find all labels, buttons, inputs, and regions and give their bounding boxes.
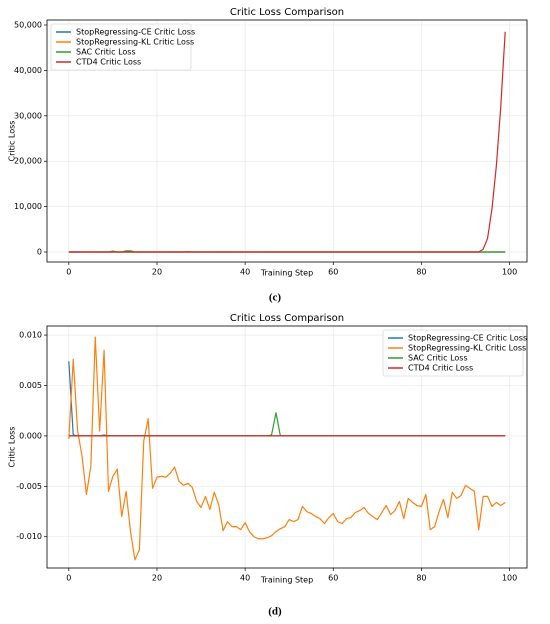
y-tick-label: 0.010 [19, 331, 42, 340]
series-line [68, 31, 506, 253]
y-tick-label: 50,000 [14, 20, 42, 29]
legend-label: StopRegressing-CE Critic Loss [408, 334, 527, 343]
x-axis-label: Training Step [260, 576, 313, 585]
legend-box [50, 23, 192, 71]
x-axis-label: Training Step [260, 269, 313, 278]
x-tick-label: 20 [152, 574, 162, 583]
y-tick-label: 0.000 [19, 431, 42, 440]
legend-label: CTD4 Critic Loss [408, 364, 473, 373]
x-tick-label: 100 [502, 268, 517, 277]
plot-frame [46, 325, 528, 569]
x-tick-label: 40 [240, 574, 250, 583]
chart-title: Critic Loss Comparison [230, 313, 344, 324]
y-tick-label: 20,000 [14, 157, 42, 166]
legend-box [382, 329, 524, 377]
x-tick-label: 40 [240, 268, 250, 277]
x-tick-label: 20 [152, 268, 162, 277]
y-tick-label: -0.010 [16, 532, 42, 541]
x-tick-label: 80 [416, 574, 426, 583]
plot-frame [46, 19, 528, 263]
x-tick-label: 100 [502, 574, 517, 583]
x-tick-label: 0 [66, 574, 71, 583]
x-tick-label: 60 [328, 268, 338, 277]
x-tick-label: 80 [416, 268, 426, 277]
y-tick-label: 10,000 [14, 202, 42, 211]
legend-label: CTD4 Critic Loss [76, 58, 141, 67]
y-tick-label: -0.005 [16, 482, 42, 491]
legend-label: SAC Critic Loss [76, 48, 136, 57]
series-line [68, 412, 506, 437]
y-tick-label: 0.005 [19, 381, 42, 390]
y-tick-label: 30,000 [14, 111, 42, 120]
y-tick-label: 0 [37, 248, 42, 257]
y-tick-label: 40,000 [14, 66, 42, 75]
legend-label: StopRegressing-CE Critic Loss [76, 28, 195, 37]
caption: (d) [268, 606, 282, 618]
series-line [68, 336, 506, 561]
caption: (c) [269, 292, 282, 304]
y-axis-label: Critic Loss [8, 427, 17, 468]
legend-label: StopRegressing-KL Critic Loss [408, 344, 526, 353]
y-axis-label: Critic Loss [8, 121, 17, 162]
x-tick-label: 0 [66, 268, 71, 277]
x-tick-label: 60 [328, 574, 338, 583]
chart-title: Critic Loss Comparison [230, 7, 344, 18]
legend-label: StopRegressing-KL Critic Loss [76, 38, 194, 47]
legend-label: SAC Critic Loss [408, 354, 468, 363]
